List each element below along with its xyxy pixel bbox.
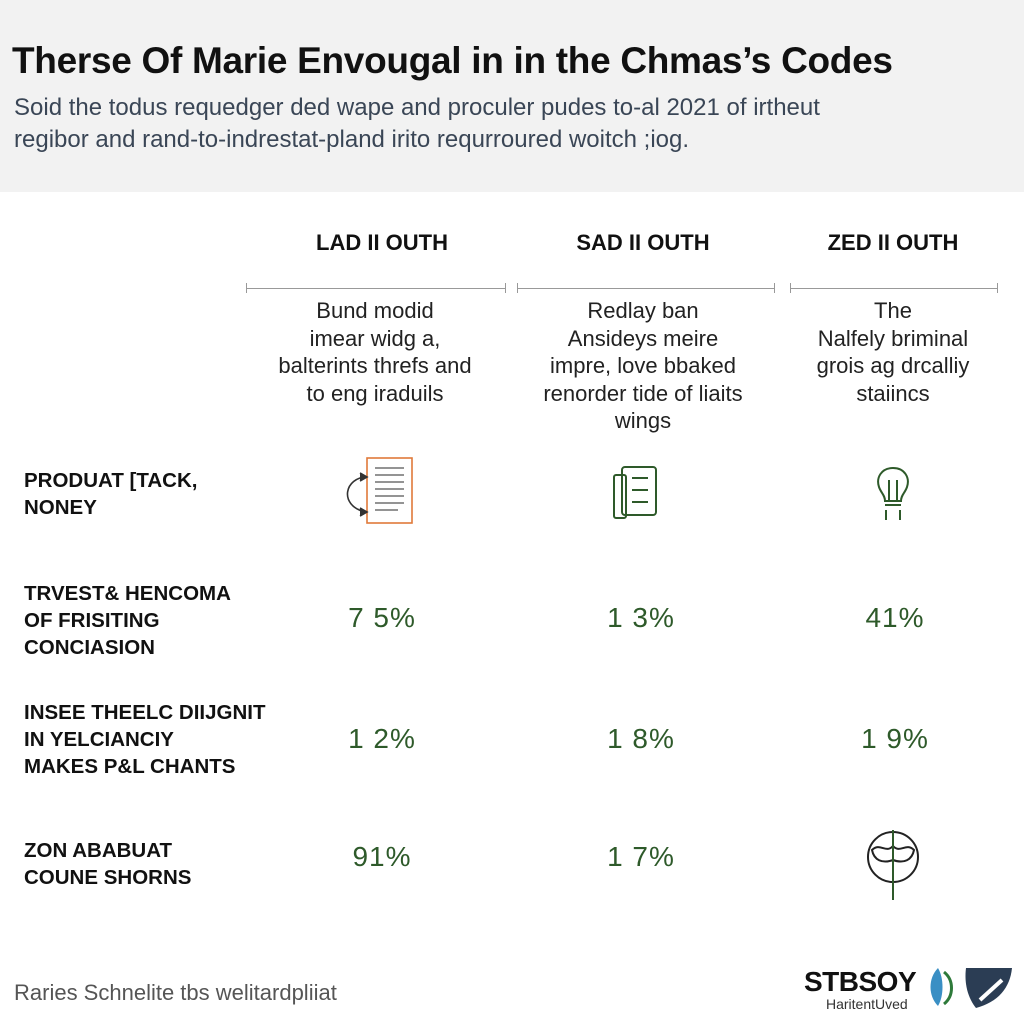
cell-value: 1 8% [607, 723, 675, 754]
row-label-line: COUNE SHORNS [24, 866, 192, 889]
description-line: grois ag drcalliy [816, 353, 970, 378]
description-line: wings [614, 408, 672, 433]
column-description: Bund modid imear widg a, balterints threfs… [240, 297, 510, 407]
cell-value: 1 9% [861, 723, 929, 754]
row-label-line: TRVEST& HENCOMA [24, 582, 231, 605]
row-label-line: CONCIASION [24, 636, 155, 659]
description-line: Bund modid [316, 298, 434, 323]
subtitle: Soid the todus requedger ded wape and pr… [14, 94, 820, 121]
column-rule [246, 283, 506, 293]
cell-value: 91% [352, 841, 412, 872]
bulb-icon [877, 466, 909, 520]
description-line: Redlay ban [587, 298, 699, 323]
cell-value: 1 7% [607, 841, 675, 872]
description-line: to eng iraduils [306, 380, 444, 406]
row-label-line: NONEY [24, 496, 97, 519]
document-icon [346, 457, 413, 524]
description-line: staiincs [856, 380, 930, 406]
column-title: SAD II OUTH [576, 230, 710, 255]
description-line: balterints threfs and [278, 353, 472, 378]
logo-mark [930, 968, 1012, 1008]
column-title: LAD II OUTH [316, 230, 448, 255]
description-line: Nalfely briminal [817, 325, 969, 351]
cell-value: 1 3% [607, 602, 675, 633]
row-label-line: ZON ABABUAT [24, 839, 173, 862]
header-band [0, 0, 1024, 192]
title: Therse Of Marie Envougal in in the Chmas… [12, 40, 893, 81]
checklist-icon [613, 466, 657, 519]
row-label-line: MAKES P&L CHANTS [24, 755, 236, 778]
cell-value: 41% [865, 602, 925, 633]
row-label: PRODUAT [TACK, NONEY [24, 467, 197, 521]
description-line: The [874, 298, 912, 323]
globe-icon [867, 830, 919, 900]
cell-value: 7 5% [348, 602, 416, 633]
cell-value: 1 2% [348, 723, 416, 754]
description-line: Ansideys meire [567, 325, 719, 351]
row-label-line: INSEE THEELC DIIJGNIT [24, 701, 266, 724]
logo-tagline: HaritentUved [826, 996, 908, 1012]
description-line: renorder tide of liaits [543, 380, 743, 406]
column-rule [517, 283, 775, 293]
row-label: ZON ABABUAT COUNE SHORNS [24, 837, 191, 891]
description-line: impre, love bbaked [550, 353, 736, 378]
subtitle: regibor and rand-to-indrestat-pland irit… [14, 126, 690, 153]
row-label-line: IN YELCIANCIY [24, 728, 174, 751]
column-description: Redlay ban Ansideys meire impre, love bbak… [508, 297, 778, 435]
column-rule [790, 283, 998, 293]
column-description: The Nalfely briminal grois ag drcalliy stai… [758, 297, 1024, 407]
logo-name: STBSOY [804, 966, 917, 997]
row-label-line: PRODUAT [TACK, [24, 469, 198, 492]
row-label: INSEE THEELC DIIJGNIT IN YELCIANCIY MAKES … [24, 699, 265, 780]
footer-text: Raries Schnelite tbs welitardpliiat [14, 980, 337, 1005]
description-line: imear widg a, [309, 325, 441, 351]
row-label: TRVEST& HENCOMA OF FRISITING CONCIASION [24, 580, 231, 661]
column-title: ZED II OUTH [827, 230, 959, 255]
row-label-line: OF FRISITING [24, 609, 160, 632]
